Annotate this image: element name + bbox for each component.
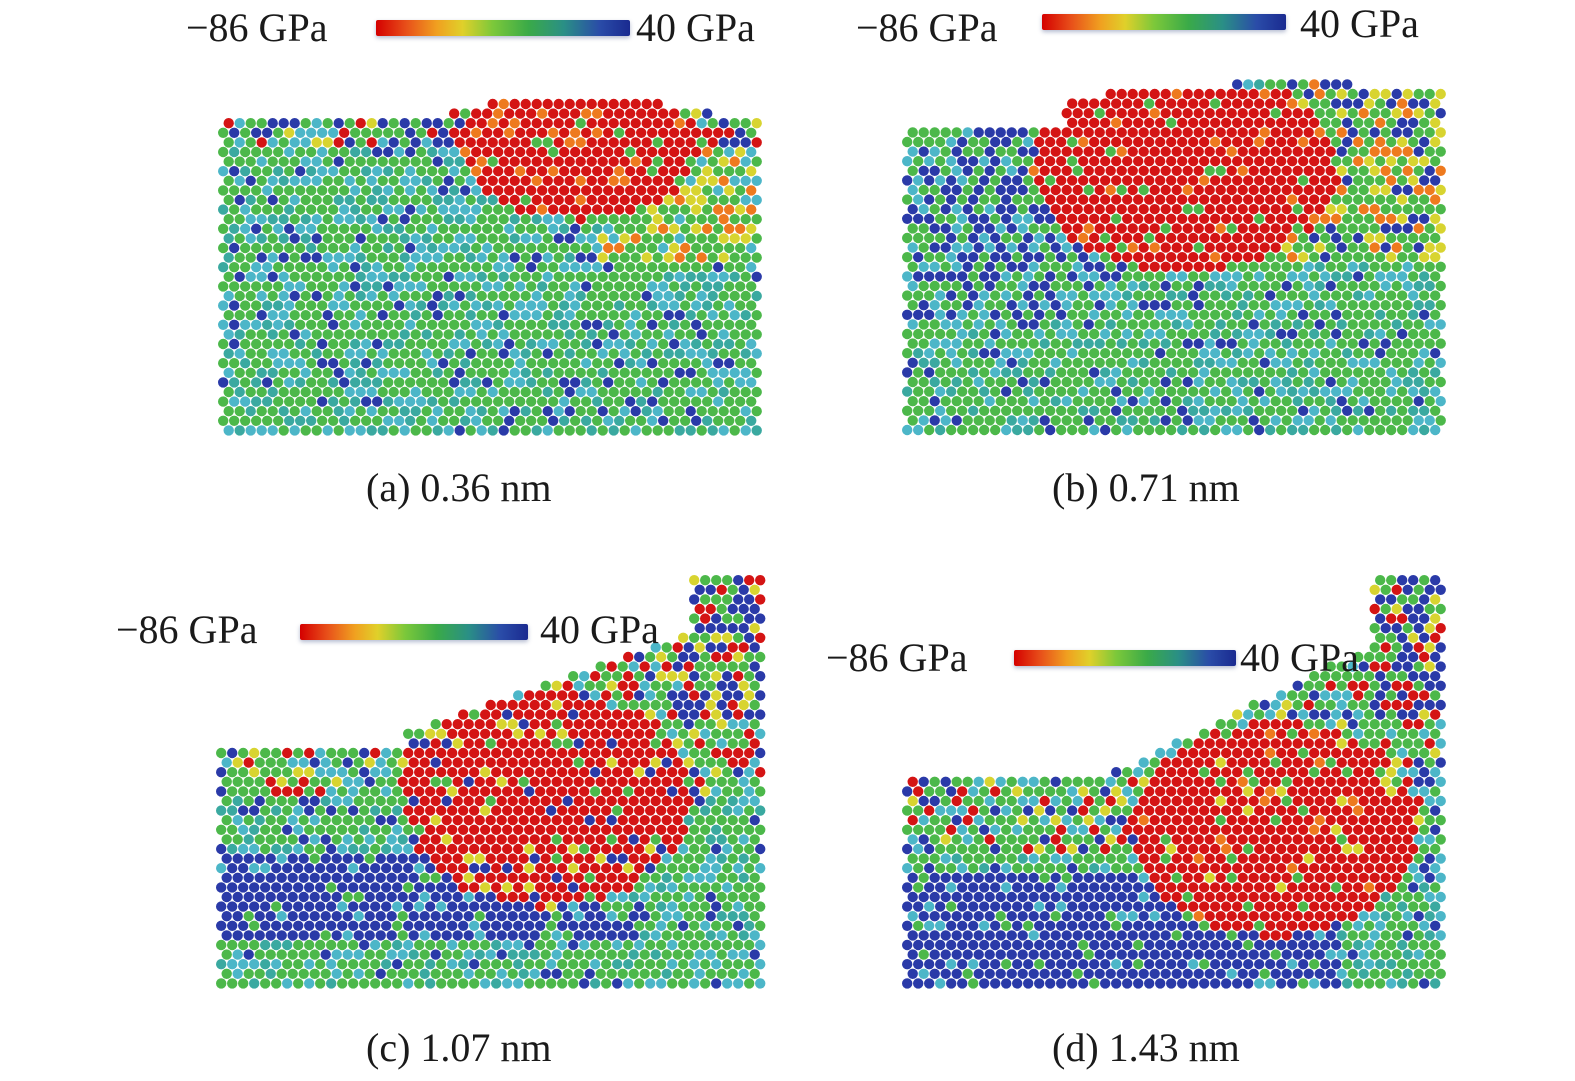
colorbar: [1014, 650, 1236, 666]
colorbar-max-label: 40 GPa: [540, 607, 659, 652]
panel-caption: (b) 0.71 nm: [1052, 465, 1240, 510]
panel-caption: (c) 1.07 nm: [366, 1025, 552, 1070]
atomic-stress-map: [902, 79, 1446, 436]
colorbar: [1042, 14, 1286, 30]
colorbar: [376, 20, 630, 36]
atomic-stress-map: [902, 575, 1446, 989]
atomic-stress-map: [216, 575, 766, 989]
colorbar-max-label: 40 GPa: [1240, 635, 1359, 680]
colorbar-min-label: −86 GPa: [116, 607, 258, 652]
panel-caption: (a) 0.36 nm: [366, 465, 552, 510]
atomic-stress-map: [218, 98, 762, 436]
colorbar: [300, 624, 528, 640]
colorbar-min-label: −86 GPa: [826, 635, 968, 680]
colorbar-min-label: −86 GPa: [856, 5, 998, 50]
colorbar-max-label: 40 GPa: [636, 5, 755, 50]
colorbar-max-label: 40 GPa: [1300, 1, 1419, 46]
colorbar-min-label: −86 GPa: [186, 5, 328, 50]
panel-caption: (d) 1.43 nm: [1052, 1025, 1240, 1070]
